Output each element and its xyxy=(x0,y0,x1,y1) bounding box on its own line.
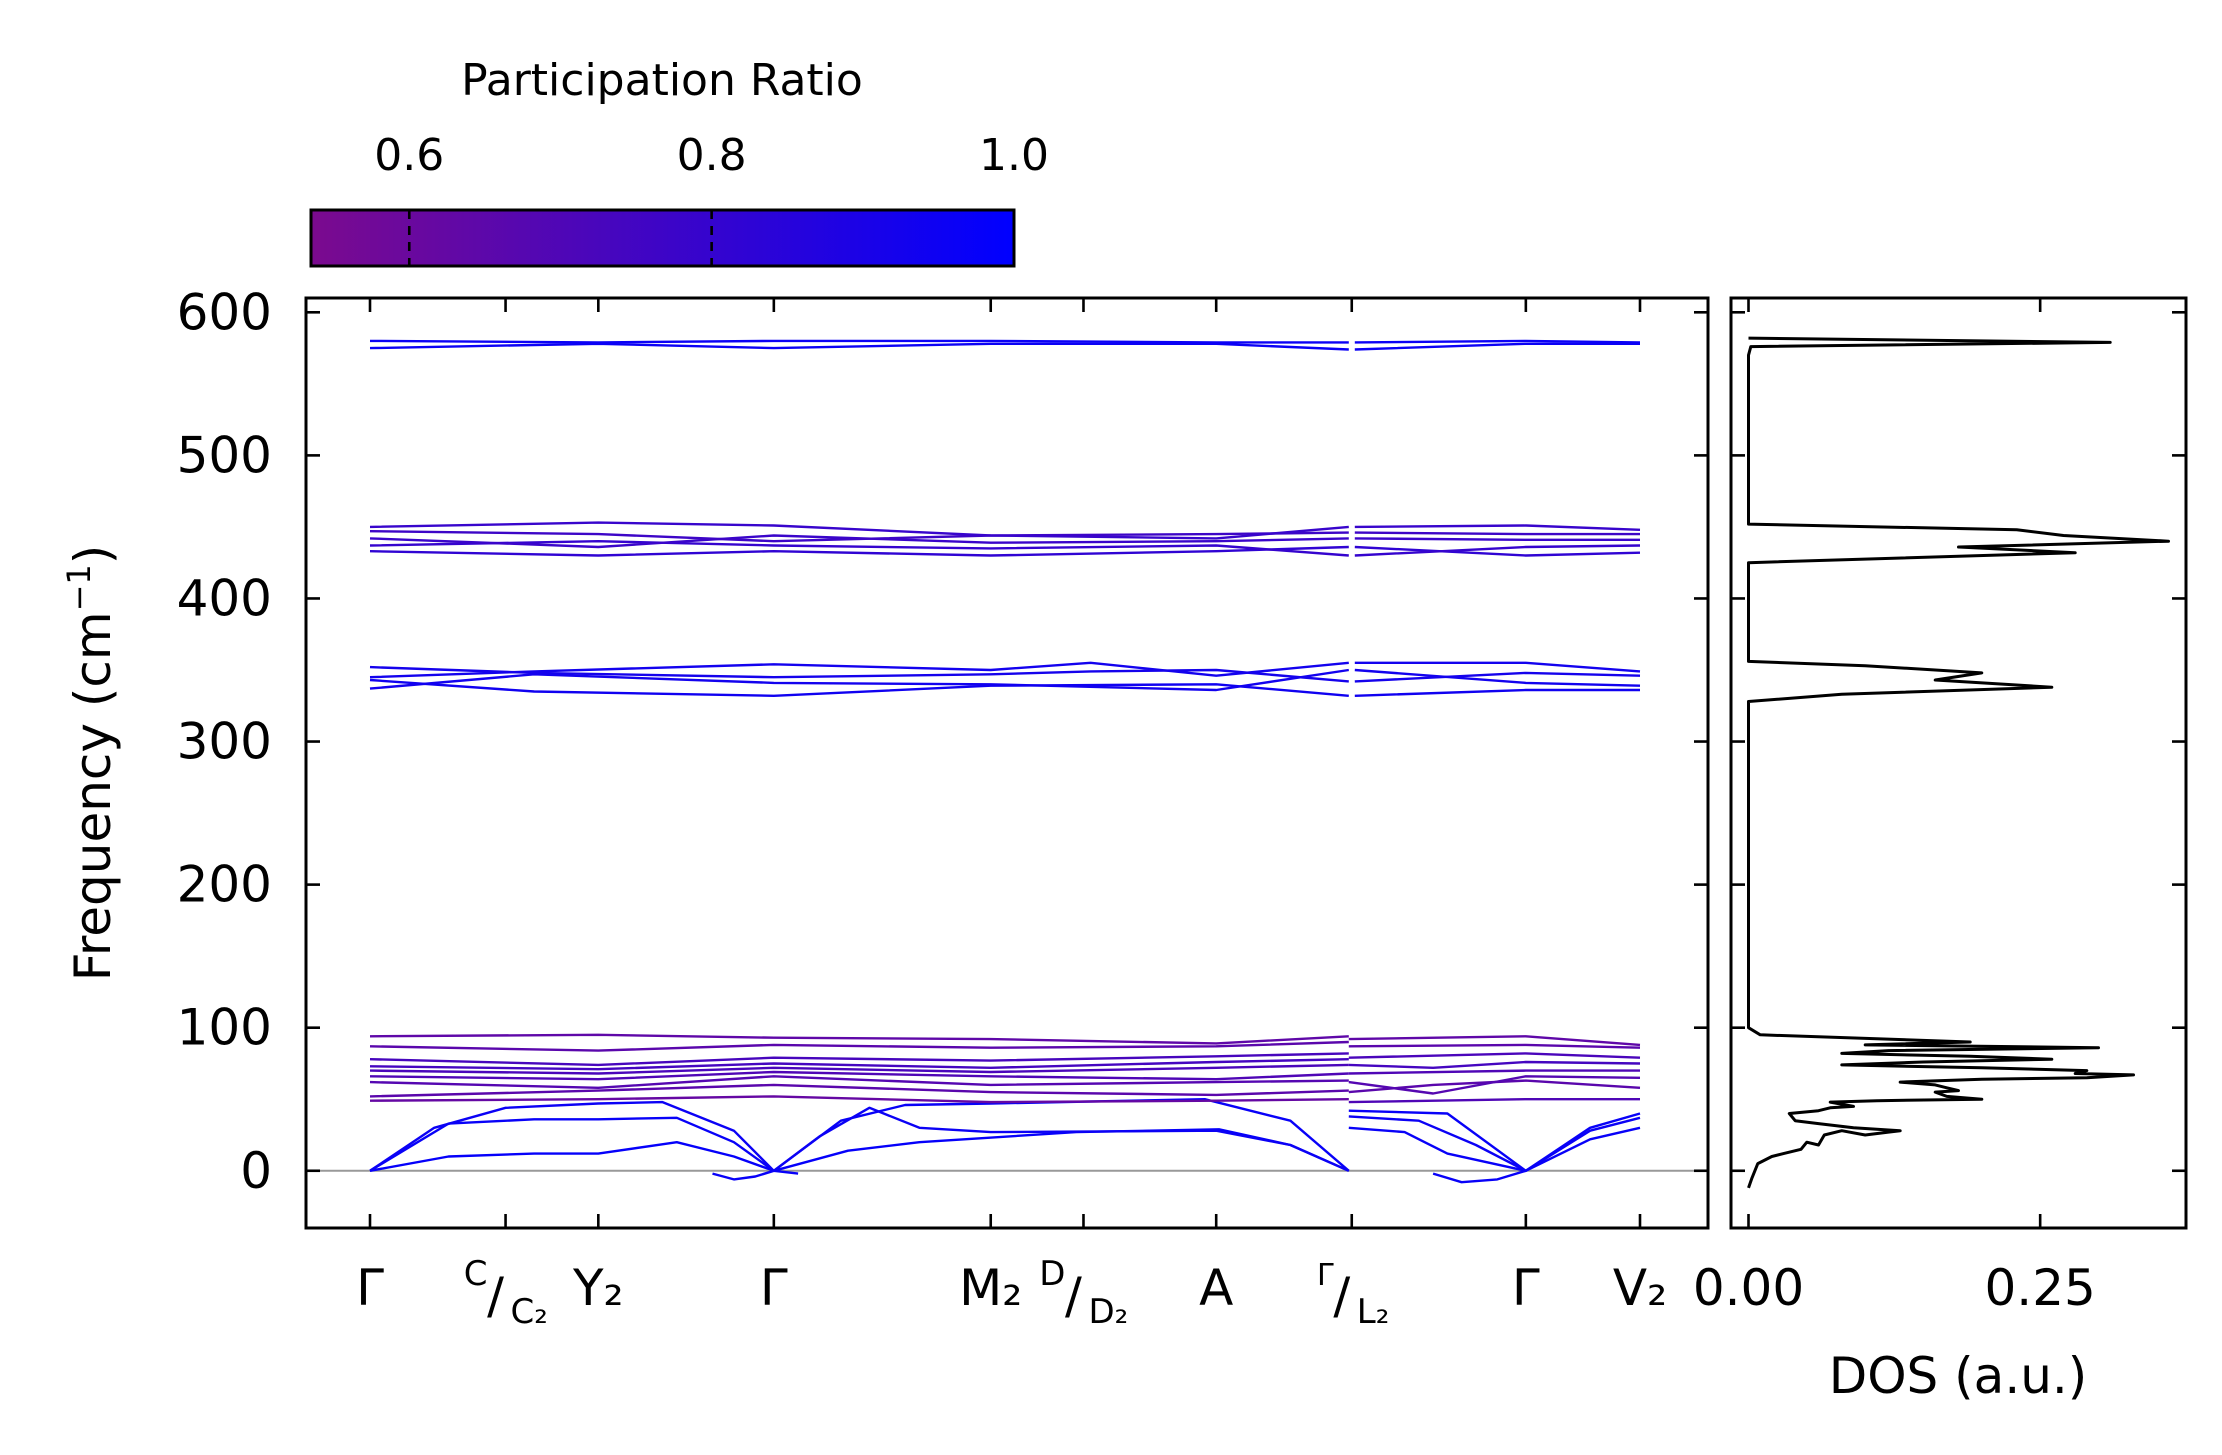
phonon-band xyxy=(1354,671,1641,683)
frequency-tick-label: 400 xyxy=(177,569,272,627)
phonon-band xyxy=(369,545,1349,557)
kpoint-label: V₂ xyxy=(1613,1259,1667,1317)
phonon-band xyxy=(1354,661,1641,673)
phonon-band xyxy=(1354,688,1640,697)
frequency-axis-label: Frequency (cm−1) xyxy=(60,545,122,982)
phonon-band xyxy=(369,1052,1349,1067)
phonon-band xyxy=(369,1095,1349,1104)
phonon-band xyxy=(1348,1060,1641,1069)
band-axes-frame xyxy=(304,296,1710,1230)
phonon-band xyxy=(1354,339,1641,344)
dos-axes-frame xyxy=(1729,296,2188,1230)
kpoint-label-slash: / xyxy=(487,1267,504,1325)
phonon-band xyxy=(1354,524,1641,531)
phonon-bands xyxy=(369,339,1641,1184)
frequency-tick-label: 200 xyxy=(177,856,272,914)
kpoint-label: A xyxy=(1199,1259,1233,1317)
colorbar: Participation Ratio 0.6 0.8 1.0 xyxy=(309,55,1049,268)
phonon-band xyxy=(1348,1069,1640,1075)
kpoint-label: M₂ xyxy=(959,1259,1022,1317)
kpoint-label-upper: Γ xyxy=(1317,1258,1334,1293)
dos-tick-label: 0.25 xyxy=(1985,1259,2096,1317)
phonon-band xyxy=(369,540,1349,557)
phonon-band xyxy=(369,1033,1349,1045)
phonon-band xyxy=(1432,1169,1527,1184)
phonon-band xyxy=(1348,1075,1641,1095)
phonon-band xyxy=(369,1063,1349,1075)
kpoint-label-lower: C₂ xyxy=(511,1292,548,1332)
phonon-band xyxy=(1348,1115,1641,1172)
dos-axis-ticks: 0.00 0.25 xyxy=(1693,298,2096,1317)
frequency-tick-label: 500 xyxy=(177,426,272,484)
colorbar-gradient xyxy=(309,208,1016,268)
phonon-band xyxy=(369,521,1349,540)
kpoint-label-slash: / xyxy=(1065,1267,1082,1325)
phonon-band xyxy=(369,1058,1349,1071)
frequency-tick-label: 600 xyxy=(177,283,272,341)
phonon-band xyxy=(369,661,1349,679)
phonon-band xyxy=(1354,544,1641,557)
phonon-band xyxy=(1354,545,1641,557)
phonon-band xyxy=(369,1083,1349,1098)
kpoint-label-upper: C xyxy=(464,1254,488,1294)
phonon-band xyxy=(369,1128,1350,1172)
phonon-band xyxy=(1348,1052,1641,1059)
phonon-band xyxy=(712,1169,799,1181)
dos-tick-label: 0.00 xyxy=(1693,1259,1804,1317)
colorbar-tick-label: 1.0 xyxy=(979,130,1049,181)
frequency-tick-label: 100 xyxy=(177,999,272,1057)
phonon-band xyxy=(369,1098,1350,1172)
kpoint-label: Γ xyxy=(356,1259,384,1317)
phonon-band xyxy=(1354,531,1640,536)
phonon-band xyxy=(369,1075,1349,1089)
phonon-band xyxy=(1354,342,1640,351)
kpoint-label: Γ xyxy=(1512,1259,1540,1317)
dos-curve xyxy=(1747,336,2170,1189)
kpoint-label-upper: D xyxy=(1039,1254,1065,1294)
dos-panel: 0.00 0.25 DOS (a.u.) xyxy=(1693,296,2188,1405)
phonon-band xyxy=(369,1100,1350,1172)
phonon-band xyxy=(1348,1035,1641,1047)
phonon-band xyxy=(1348,1098,1640,1104)
frequency-tick-label: 0 xyxy=(240,1142,272,1200)
kpoint-label: Y₂ xyxy=(572,1259,624,1317)
kpoint-label-slash: / xyxy=(1333,1267,1350,1325)
phonon-band xyxy=(1354,537,1640,541)
colorbar-tick-label: 0.6 xyxy=(374,130,444,181)
phonon-band xyxy=(1354,668,1641,687)
kpath-axis-ticks: Γ C / C₂ Y₂ Γ M₂ D / D₂ A Γ / L₂ Γ V₂ xyxy=(356,298,1667,1332)
phonon-band xyxy=(369,665,1349,683)
phonon-band xyxy=(369,678,1349,697)
colorbar-label: Participation Ratio xyxy=(461,55,863,106)
phonon-band xyxy=(369,1040,1349,1052)
phonon-band xyxy=(369,1070,1349,1081)
phonon-band xyxy=(369,339,1349,344)
kpoint-label: Γ xyxy=(760,1259,788,1317)
phonon-band xyxy=(369,530,1349,543)
dos-axis-label: DOS (a.u.) xyxy=(1829,1347,2088,1405)
colorbar-tick-label: 0.8 xyxy=(677,130,747,181)
frequency-tick-label: 300 xyxy=(177,713,272,771)
dos-frequency-ticks xyxy=(1731,311,2186,1173)
phonon-band xyxy=(369,342,1349,351)
kpoint-label-lower: L₂ xyxy=(1357,1292,1390,1332)
phonon-band xyxy=(1348,1043,1641,1049)
colorbar-tick-labels: 0.6 0.8 1.0 xyxy=(374,130,1049,181)
phonon-band xyxy=(1348,1126,1641,1172)
kpoint-label-lower: D₂ xyxy=(1088,1292,1128,1332)
frequency-axis-ticks: 0 100 200 300 400 500 600 xyxy=(177,283,1708,1200)
